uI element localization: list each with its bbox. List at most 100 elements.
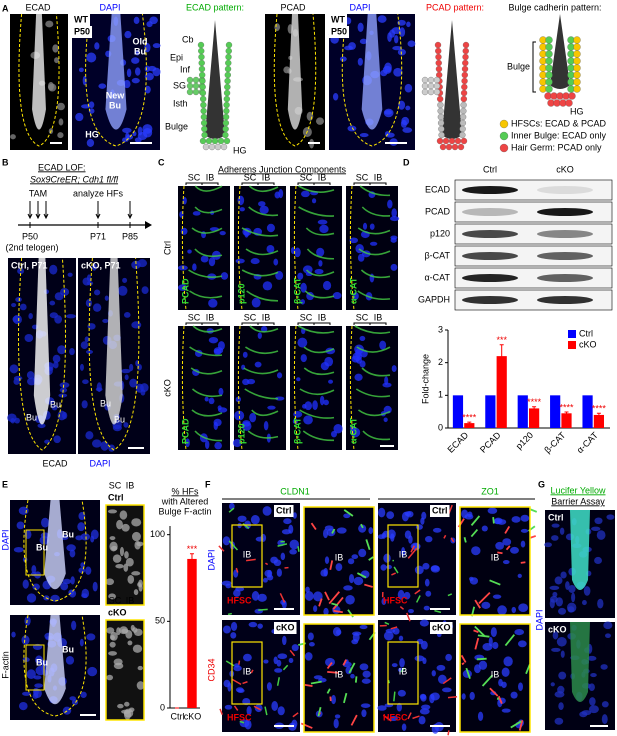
y-tick-label: 50 [155,616,165,626]
cell [432,527,442,533]
label: HFSC [227,712,252,722]
cell-icon [439,143,447,151]
cell [390,263,398,271]
cell [86,633,96,641]
blot [454,267,613,289]
cell [254,361,262,368]
hair-shaft [205,20,225,139]
cell [262,281,273,291]
bar [464,423,475,428]
cell [566,602,577,613]
cell-icon [573,71,581,79]
label: GAPDH [418,294,450,304]
label: SC [109,480,122,490]
label: HFSC [383,712,408,722]
panel-letter: B [2,157,9,167]
arrow [35,201,41,220]
cell-icon [437,101,444,109]
cell [105,578,115,586]
tag-box [274,622,297,634]
cell [26,669,36,680]
junction [189,290,223,299]
cell [266,223,275,233]
cell [133,628,143,637]
membrane [333,609,343,614]
cell [121,709,131,714]
cell [481,525,488,532]
membrane [510,720,522,729]
cell [289,539,299,550]
cell [510,546,519,554]
cell [260,325,268,333]
cell [49,300,56,306]
membrane [461,662,465,666]
cell [502,538,512,546]
cell [392,627,400,635]
cell [358,548,367,558]
cell [85,349,94,354]
cell [324,525,334,531]
cell [520,514,530,522]
cell [225,583,232,589]
chart-title: Bulge F-actin [158,506,211,516]
y-tick-label: 100 [150,529,165,539]
cell [389,715,398,721]
hf-outline [341,13,403,147]
cell [192,263,197,271]
cell [133,16,140,25]
crop-frame [459,506,531,616]
label: Inf [180,64,191,74]
label: ECAD [42,458,68,468]
membrane [476,657,487,661]
cell-icon [186,82,194,90]
cell [343,585,353,591]
cell [568,584,576,593]
significance: **** [592,404,607,414]
cell [13,546,24,553]
roi [231,524,263,588]
cell [16,521,25,530]
membrane [399,605,405,610]
cell [391,208,397,218]
cell [333,718,339,729]
significance: **** [559,402,574,412]
cell [51,404,58,411]
label: cKO [556,164,574,174]
membrane [465,667,471,679]
cell-icon [223,95,230,103]
image-tag: WT [74,14,88,24]
cell [590,673,597,678]
cell [276,659,282,667]
membrane [343,509,354,517]
cell [127,574,135,584]
cell [430,565,441,573]
cell [387,32,392,42]
cell [149,16,158,25]
x-tick-label: cKO [184,711,202,721]
cell-icon [573,85,581,93]
cell-icon [435,53,442,61]
y-tick-label: 2 [438,357,443,367]
label: F-actin [0,651,10,679]
cell [108,593,116,600]
cell-icon [435,47,442,55]
cell [304,401,313,411]
cell-icon [199,71,206,79]
membrane [391,572,396,576]
cell [380,69,388,77]
cell [359,663,369,671]
cell [397,689,406,697]
image-tag: WT [331,14,345,24]
hf-outline [18,257,66,451]
label: SC [109,595,122,605]
cell [91,263,97,271]
label: New [106,90,126,100]
cell [350,673,355,679]
cell [501,708,511,713]
membrane [406,612,411,622]
label: IB [206,172,215,182]
outline [349,185,355,311]
cell [180,227,188,235]
cell-icon [442,137,450,145]
cell-icon [197,41,205,49]
